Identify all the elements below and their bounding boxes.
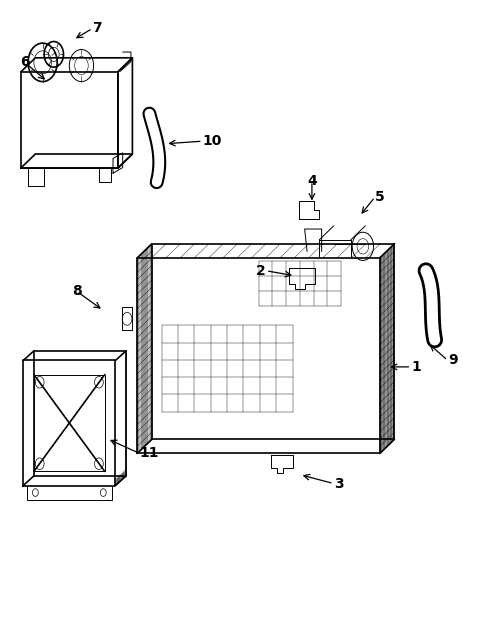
Text: 4: 4 <box>307 174 317 188</box>
Text: 10: 10 <box>203 134 222 148</box>
Text: 5: 5 <box>375 190 385 204</box>
Text: 2: 2 <box>256 263 266 278</box>
Text: 3: 3 <box>334 477 344 491</box>
Text: 8: 8 <box>72 284 81 298</box>
Text: 7: 7 <box>93 21 102 35</box>
Text: 11: 11 <box>140 446 159 460</box>
Text: 1: 1 <box>411 360 421 374</box>
Text: 6: 6 <box>20 55 29 70</box>
Text: 9: 9 <box>448 354 457 368</box>
